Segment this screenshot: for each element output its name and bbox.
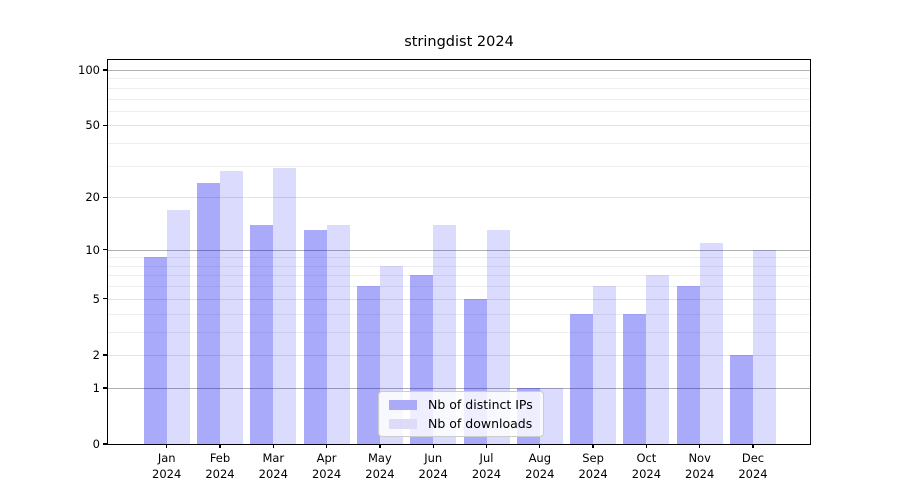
major-gridline <box>108 387 810 389</box>
x-tick-mark <box>272 444 274 448</box>
bar-ips-jan <box>143 257 167 444</box>
x-tick-mark <box>432 444 434 448</box>
x-tick-mark <box>166 444 168 448</box>
minor-gridline <box>108 78 810 80</box>
bar-ips-nov <box>676 286 700 444</box>
y-tick-mark <box>103 443 108 445</box>
y-tick-label: 2 <box>92 347 100 362</box>
y-tick-label: 5 <box>92 291 100 306</box>
legend-swatch-distinct-ips <box>389 399 417 410</box>
x-tick-mark <box>219 444 221 448</box>
bar-downloads-nov <box>699 242 723 444</box>
y-tick-mark <box>103 196 108 198</box>
plot-area <box>108 60 810 444</box>
legend-label-distinct-ips: Nb of distinct IPs <box>428 397 533 412</box>
bar-ips-feb <box>197 183 220 444</box>
bar-ips-oct <box>623 313 647 444</box>
y-tick-mark <box>103 69 108 71</box>
minor-gridline <box>108 265 810 267</box>
legend-item-distinct-ips: Nb of distinct IPs <box>387 397 535 412</box>
chart-title: stringdist 2024 <box>404 34 514 50</box>
y-tick-mark <box>103 298 108 300</box>
axis-spine-top <box>106 58 812 60</box>
bar-ips-sep <box>570 313 594 444</box>
bar-downloads-feb <box>220 171 243 444</box>
minor-gridline <box>108 87 810 89</box>
x-tick-mark <box>645 444 648 448</box>
bar-ips-mar <box>250 224 274 444</box>
x-tick-label: Jun 2024 <box>418 451 448 481</box>
bar-downloads-sep <box>593 286 617 444</box>
x-tick-label: Feb 2024 <box>205 451 235 481</box>
bar-downloads-dec <box>753 249 776 444</box>
bar-downloads-apr <box>326 224 350 444</box>
x-tick-mark <box>592 444 594 448</box>
x-tick-mark <box>752 444 754 448</box>
x-tick-mark <box>539 444 541 448</box>
major-gridline <box>108 249 810 251</box>
axis-spine-left <box>106 58 108 446</box>
bar-downloads-oct <box>646 275 670 444</box>
bar-ips-may <box>356 286 380 444</box>
x-tick-label: Sep 2024 <box>578 451 608 481</box>
y-tick-label: 20 <box>85 190 100 205</box>
y-tick-mark <box>103 124 108 127</box>
y-tick-mark <box>103 387 108 389</box>
y-tick-label: 100 <box>78 63 100 77</box>
minor-gridline <box>108 275 810 277</box>
legend: Nb of distinct IPs Nb of downloads <box>378 391 544 437</box>
y-tick-label: 50 <box>85 118 100 133</box>
x-tick-label: Aug 2024 <box>525 451 555 481</box>
x-tick-mark <box>325 444 328 448</box>
minor-gridline <box>108 143 810 145</box>
bar-ips-dec <box>730 354 753 444</box>
y-tick-label: 10 <box>85 242 100 257</box>
bar-downloads-jan <box>166 209 190 444</box>
sub-major-gridline <box>108 298 810 300</box>
minor-gridline <box>108 257 810 259</box>
minor-gridline <box>108 98 810 100</box>
x-tick-label: Nov 2024 <box>685 451 715 481</box>
x-tick-label: Mar 2024 <box>258 451 288 481</box>
y-tick-label: 0 <box>92 437 100 451</box>
x-tick-label: Jul 2024 <box>471 451 502 481</box>
x-tick-label: Dec 2024 <box>738 451 768 481</box>
x-tick-mark <box>485 444 488 448</box>
bar-ips-apr <box>303 230 327 444</box>
minor-gridline <box>108 286 810 288</box>
x-tick-label: May 2024 <box>365 451 395 481</box>
legend-label-downloads: Nb of downloads <box>428 416 533 431</box>
sub-major-gridline <box>108 125 810 127</box>
legend-item-downloads: Nb of downloads <box>387 416 535 431</box>
bar-downloads-aug <box>539 387 563 444</box>
minor-gridline <box>108 165 810 167</box>
y-tick-label: 1 <box>92 380 100 395</box>
sub-major-gridline <box>108 197 810 199</box>
y-tick-mark <box>103 248 108 251</box>
x-tick-mark <box>699 444 701 448</box>
x-tick-mark <box>379 444 381 448</box>
major-gridline <box>108 70 810 71</box>
bar-downloads-jun <box>433 224 457 444</box>
bar-downloads-jul <box>486 230 510 444</box>
axis-spine-bottom <box>106 444 812 446</box>
axis-spine-right <box>810 58 812 446</box>
minor-gridline <box>108 331 810 333</box>
bar-downloads-mar <box>273 168 297 444</box>
y-tick-mark <box>103 354 108 356</box>
sub-major-gridline <box>108 354 810 356</box>
minor-gridline <box>108 110 810 112</box>
minor-gridline <box>108 313 810 315</box>
x-tick-label: Oct 2024 <box>631 451 662 481</box>
x-tick-label: Jan 2024 <box>152 451 182 481</box>
legend-swatch-downloads <box>389 418 417 429</box>
x-tick-label: Apr 2024 <box>311 451 342 481</box>
